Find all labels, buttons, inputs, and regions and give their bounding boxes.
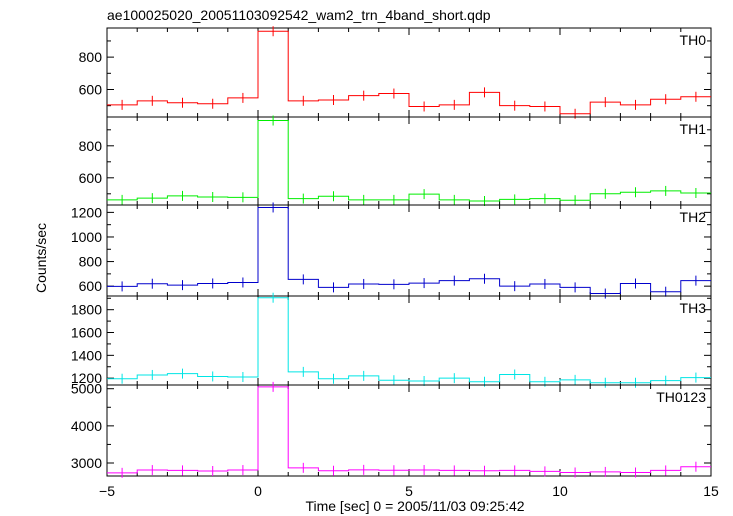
- panel-frame-th2: [106, 204, 712, 297]
- series-line-th0123: [107, 386, 711, 474]
- series-line-th0: [107, 30, 711, 115]
- y-tick-label-th0123: 3000: [71, 455, 102, 471]
- x-tick-label: 10: [552, 483, 568, 499]
- panel-label-th0123: TH0123: [656, 389, 706, 405]
- x-tick-label: −5: [99, 483, 115, 499]
- y-tick-label-th2: 600: [79, 278, 103, 294]
- panel-label-th2: TH2: [680, 209, 707, 225]
- y-tick-label-th1: 800: [79, 138, 103, 154]
- y-tick-label-th0123: 4000: [71, 418, 102, 434]
- y-tick-label-th2: 1000: [71, 229, 102, 245]
- x-tick-label: 5: [405, 483, 413, 499]
- y-tick-label-th3: 1800: [71, 302, 102, 318]
- panel-label-th3: TH3: [680, 300, 707, 316]
- panels-group: 600 800 TH0 600 800 TH1 600 800 1000 1200 TH2 1200 1…: [71, 26, 719, 499]
- x-tick-label: 0: [254, 483, 262, 499]
- series-line-th3: [107, 297, 711, 384]
- x-axis-label: Time [sec] 0 = 2005/11/03 09:25:42: [305, 498, 524, 514]
- y-tick-label-th0: 600: [79, 81, 103, 97]
- y-tick-label-th3: 1400: [71, 347, 102, 363]
- y-tick-label-th0: 800: [79, 49, 103, 65]
- panel-label-th0: TH0: [680, 32, 707, 48]
- x-tick-label: 15: [703, 483, 719, 499]
- series-line-th1: [107, 120, 711, 202]
- y-tick-label-th3: 1600: [71, 325, 102, 341]
- y-tick-label-th1: 600: [79, 170, 103, 186]
- panel-label-th1: TH1: [680, 121, 707, 137]
- chart-title: ae100025020_20051103092542_wam2_trn_4ban…: [107, 7, 491, 23]
- y-tick-label-th0123: 5000: [71, 381, 102, 397]
- y-tick-label-th2: 800: [79, 254, 103, 270]
- y-tick-label-th2: 1200: [71, 204, 102, 220]
- y-axis-label: Counts/sec: [33, 223, 49, 293]
- panel-frame-th3: [106, 295, 712, 386]
- panel-frame-th0123: [106, 384, 712, 477]
- y-tick-label-th3: 1200: [71, 370, 102, 386]
- series-line-th2: [107, 206, 711, 295]
